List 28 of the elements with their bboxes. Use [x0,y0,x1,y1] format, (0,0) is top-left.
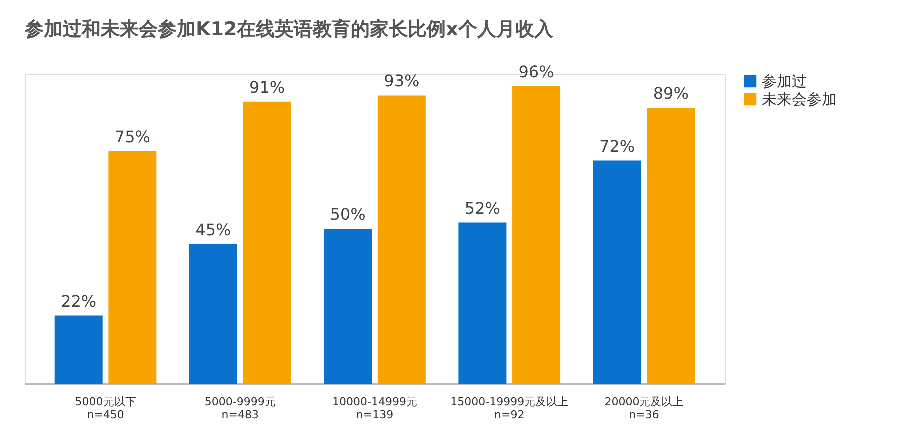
bar [108,152,157,384]
data-label: 45% [196,220,232,240]
bar [458,222,507,384]
bar [54,316,103,384]
x-tick-label: 5000元以下 n=450 [75,396,136,422]
bar [189,244,238,384]
data-label: 91% [250,78,286,97]
data-label: 50% [330,205,366,224]
data-label: 72% [600,136,636,156]
x-tick-label: 20000元及以上 n=36 [604,396,684,422]
bar [593,160,642,384]
data-label: 22% [61,292,97,311]
data-label: 89% [653,84,689,104]
bar [324,229,372,384]
bar [647,108,696,384]
data-label: 93% [384,72,420,91]
bar [243,102,292,384]
x-tick-label: 10000-14999元 n=139 [332,396,418,422]
data-label: 75% [114,128,150,146]
legend-label: 未来会参加 [762,90,837,108]
x-tick-label: 15000-19999元及以上 n=92 [450,396,569,422]
legend-label: 参加过 [762,72,807,90]
x-tick-label: 5000-9999元 n=483 [204,396,276,422]
chart-title: 参加过和未来会参加K12在线英语教育的家长比例x个人月收入 [24,18,554,40]
data-label: 96% [518,62,554,82]
bar [512,86,561,384]
bar [378,96,426,384]
data-label: 52% [464,198,500,218]
